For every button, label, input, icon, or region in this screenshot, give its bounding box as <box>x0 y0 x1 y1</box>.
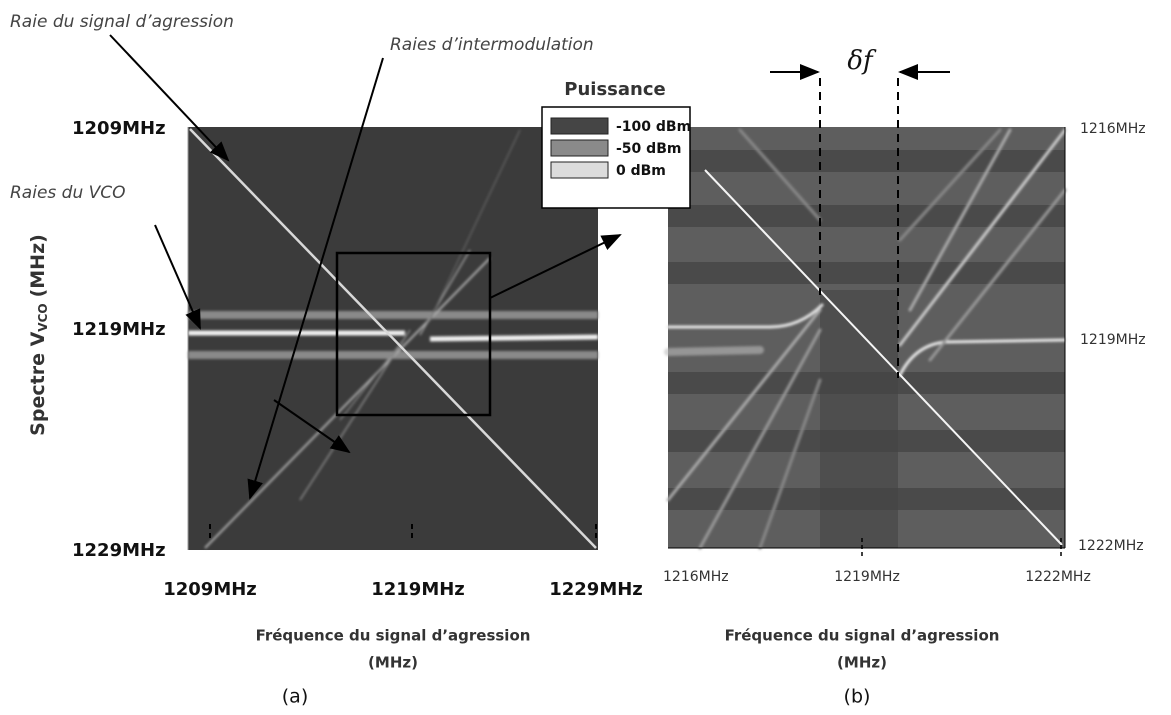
annotation-arrows <box>109 34 622 500</box>
x-axis-title: Fréquence du signal d’agression <box>256 627 531 645</box>
legend-label: -50 dBm <box>616 141 681 157</box>
legend-title: Puissance <box>564 79 665 100</box>
annotation: Raie du signal d’agression <box>10 12 234 32</box>
x-tick-label: 1222MHz <box>1025 569 1091 585</box>
spectrogram-b <box>664 64 1067 558</box>
y-tick-label: 1222MHz <box>1078 538 1144 554</box>
y-tick-label: 1216MHz <box>1080 121 1146 137</box>
legend <box>541 106 691 209</box>
y-tick-label: 1219MHz <box>1080 332 1146 348</box>
x-axis-title: Fréquence du signal d’agression <box>725 627 1000 645</box>
y-title-sub: VCO <box>36 303 50 331</box>
x-tick-label: 1229MHz <box>549 579 643 600</box>
y-tick-label: 1209MHz <box>72 118 166 139</box>
x-tick-label: 1216MHz <box>663 569 729 585</box>
x-tick-label: 1209MHz <box>163 579 257 600</box>
x-axis-unit: (MHz) <box>368 654 418 672</box>
caption: (a) <box>282 686 308 708</box>
caption: (b) <box>844 686 871 708</box>
y-tick-label: 1229MHz <box>72 540 166 561</box>
y-axis-title: Spectre VVCO (MHz) <box>27 234 50 436</box>
delta-label: δf <box>847 46 877 76</box>
y-tick-label: 1219MHz <box>72 319 166 340</box>
y-title-unit: (MHz) <box>27 234 49 297</box>
spectrogram-a <box>187 127 599 550</box>
y-title-main: Spectre V <box>27 331 49 435</box>
annotation: Raies d’intermodulation <box>390 35 594 55</box>
legend-label: 0 dBm <box>616 163 666 179</box>
x-tick-label: 1219MHz <box>834 569 900 585</box>
x-tick-label: 1219MHz <box>371 579 465 600</box>
annotation: Raies du VCO <box>10 183 126 203</box>
x-axis-unit: (MHz) <box>837 654 887 672</box>
legend-label: -100 dBm <box>616 119 691 135</box>
